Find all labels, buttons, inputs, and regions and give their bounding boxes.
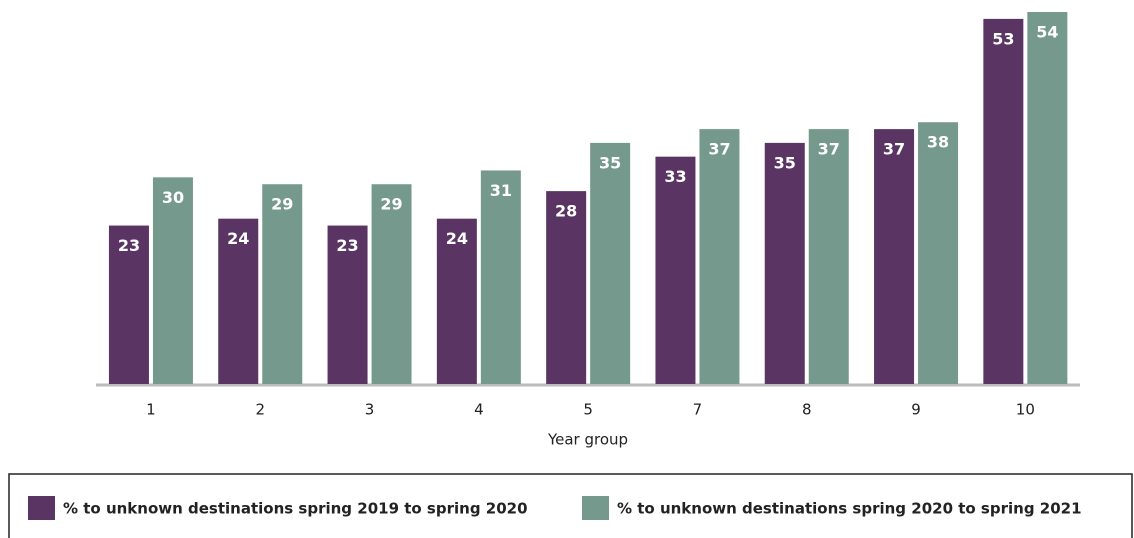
data-label: 23 (336, 236, 358, 255)
data-label: 29 (380, 195, 402, 214)
data-label: 38 (927, 133, 949, 152)
bar (436, 218, 477, 384)
data-label: 30 (162, 188, 184, 207)
data-label: 37 (883, 140, 905, 159)
legend-label: % to unknown destinations spring 2019 to… (63, 500, 528, 518)
data-label: 37 (818, 140, 840, 159)
bar (480, 170, 521, 384)
data-label: 35 (774, 153, 796, 172)
bar (108, 225, 149, 384)
data-label: 28 (555, 202, 577, 221)
data-label: 31 (490, 181, 512, 200)
x-tick-label: 8 (802, 401, 812, 419)
x-tick-label: 9 (911, 401, 921, 419)
x-tick-label: 3 (365, 401, 375, 419)
bar (590, 142, 631, 384)
x-tick-label: 4 (474, 401, 484, 419)
x-tick-label: 7 (693, 401, 703, 419)
data-label: 24 (227, 229, 249, 248)
legend-swatch (28, 496, 55, 520)
data-label: 37 (708, 140, 730, 159)
data-label: 23 (118, 236, 140, 255)
bar (218, 218, 259, 384)
bar (874, 129, 915, 384)
bar (546, 191, 587, 384)
bar (262, 184, 303, 384)
legend-box (8, 473, 1133, 538)
legend-swatch (582, 496, 609, 520)
legend-label: % to unknown destinations spring 2020 to… (617, 500, 1082, 518)
bar (764, 142, 805, 384)
bar (1027, 12, 1068, 384)
bar (152, 177, 193, 384)
bar (327, 225, 368, 384)
bar (808, 129, 849, 384)
x-tick-label: 1 (146, 401, 156, 419)
x-tick-label: 10 (1016, 401, 1035, 419)
x-axis-label: Year group (547, 431, 628, 449)
bar (371, 184, 412, 384)
data-label: 53 (992, 29, 1014, 48)
data-label: 35 (599, 153, 621, 172)
bar (918, 122, 959, 384)
data-label: 29 (271, 195, 293, 214)
x-tick-label: 5 (583, 401, 593, 419)
x-tick-label: 2 (255, 401, 265, 419)
data-label: 33 (664, 167, 686, 186)
bar (699, 129, 740, 384)
bar (983, 18, 1024, 385)
data-label: 54 (1036, 23, 1058, 42)
bar (655, 156, 696, 384)
data-label: 24 (446, 229, 468, 248)
